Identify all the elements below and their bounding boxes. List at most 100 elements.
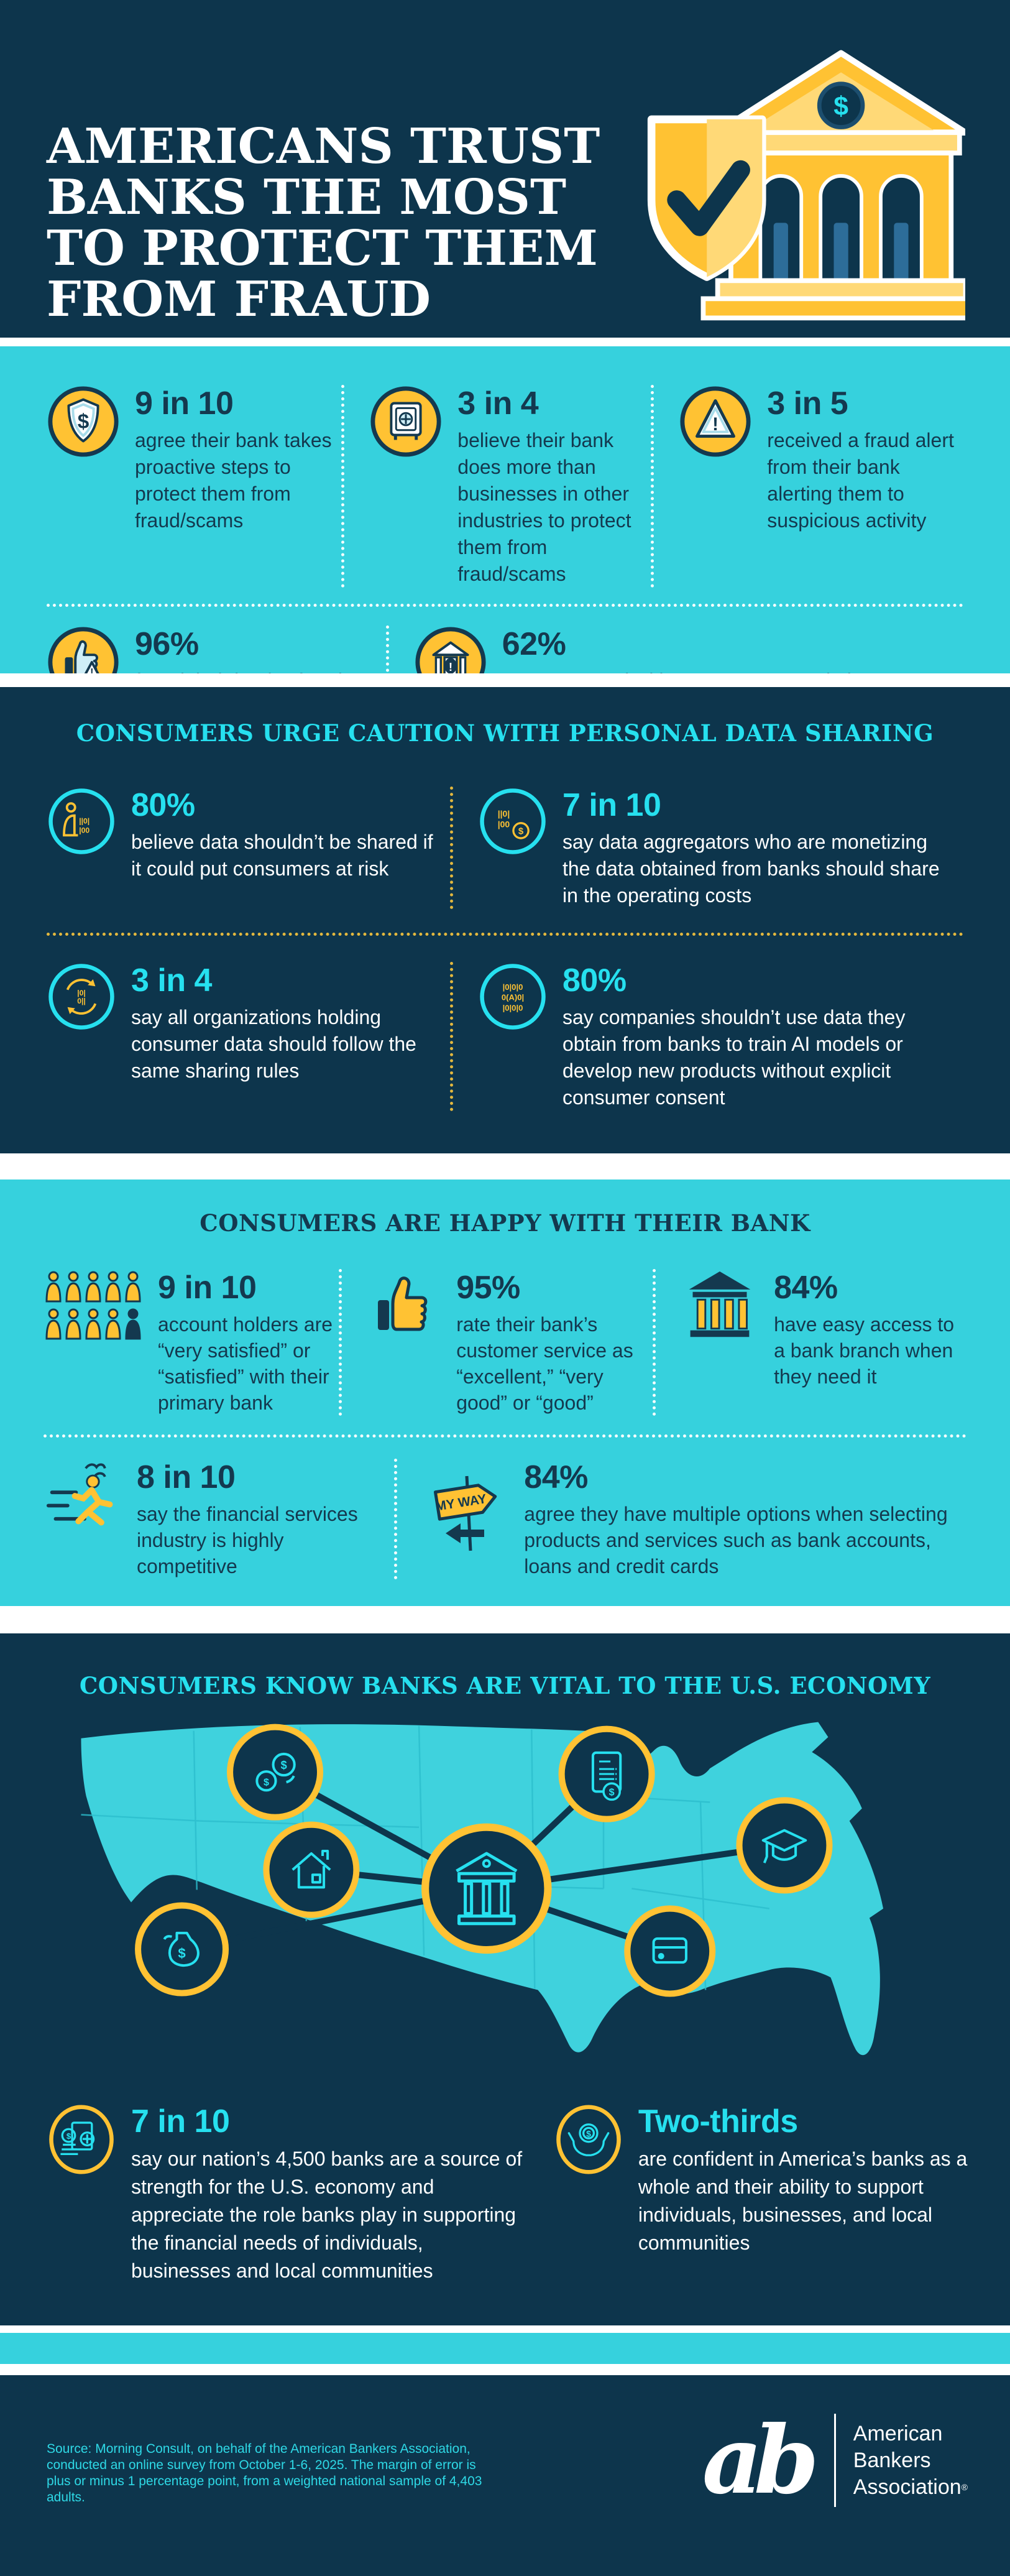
- people-group-icon: [44, 1269, 143, 1349]
- svg-text:0(A)0|: 0(A)0|: [502, 993, 524, 1002]
- stat-card: ||0| |00 80% believe data shouldn’t be s…: [47, 787, 444, 882]
- ai-data-icon: |0|0|0 0(A)0| |0|0|0: [478, 962, 548, 1035]
- page-title: AMERICANS TRUST BANKS THE MOST TO PROTEC…: [47, 118, 600, 328]
- stat-number: 3 in 4: [131, 963, 212, 999]
- us-map: $ $ $: [37, 1720, 973, 2081]
- economy-section: CONSUMERS KNOW BANKS ARE VITAL TO THE U.…: [0, 1633, 1010, 2325]
- stat-card: ! 96% found their bank’s fraud alerts va…: [47, 626, 380, 673]
- registered-mark: ®: [961, 2481, 968, 2492]
- bank-shield-illustration: $: [627, 42, 981, 328]
- svg-text:|0|: |0|: [77, 989, 86, 997]
- bank-building-icon: [681, 1269, 759, 1344]
- stat-number: 7 in 10: [131, 2103, 230, 2140]
- credit-card-icon: [624, 1905, 716, 1997]
- stat-text: account holders are “very satisfied” or …: [158, 1313, 333, 1415]
- aba-logo: ab American Bankers Association®: [702, 2414, 968, 2507]
- runner-icon: [44, 1459, 122, 1536]
- stat-card: $ 7 in 10 say our nation’s 4,500 banks a…: [47, 2103, 523, 2285]
- stat-text: say companies shouldn’t use data they ob…: [562, 1006, 906, 1109]
- divider: [47, 933, 963, 936]
- stat-card: ! 3 in 5 received a fraud alert from the…: [679, 385, 957, 534]
- teal-divider-bar: [0, 2333, 1010, 2364]
- svg-text:|00: |00: [79, 826, 90, 835]
- stat-number: 96%: [135, 626, 199, 663]
- svg-text:0||: 0||: [77, 997, 86, 1005]
- stat-number: 9 in 10: [158, 1270, 257, 1306]
- stat-card: ! 62% are concerned with government regu…: [414, 626, 957, 673]
- stat-number: 3 in 5: [767, 385, 848, 422]
- section-heading: CONSUMERS ARE HAPPY WITH THEIR BANK: [200, 1209, 810, 1237]
- stat-card: 9 in 10 account holders are “very satisf…: [44, 1269, 333, 1416]
- person-data-icon: ||0| |00: [47, 787, 116, 859]
- svg-text:$: $: [67, 2131, 71, 2141]
- stat-text: received a fraud alert from their bank a…: [767, 429, 954, 532]
- stat-number: 80%: [131, 787, 195, 823]
- aba-wordmark: American Bankers Association®: [853, 2421, 968, 2501]
- bank-icon: [421, 1823, 552, 1954]
- bank-alert-icon: !: [414, 626, 487, 673]
- stat-text: say the financial services industry is h…: [137, 1503, 358, 1578]
- stat-card: |0| 0|| 3 in 4 say all organizations hol…: [47, 962, 444, 1084]
- stat-text: agree they have multiple options when se…: [524, 1503, 948, 1578]
- stat-card: |0|0|0 0(A)0| |0|0|0 80% say companies s…: [478, 962, 957, 1111]
- stat-card: 84% have easy access to a bank branch wh…: [681, 1269, 960, 1390]
- stat-text: say data aggregators who are monetizing …: [562, 831, 940, 907]
- shield-dollar-icon: $: [47, 385, 120, 461]
- bank-icon: $: [700, 50, 981, 321]
- wordmark-line: Association®: [853, 2475, 968, 2499]
- stat-number: 3 in 4: [457, 385, 539, 422]
- stat-card: 95% rate their bank’s customer service a…: [367, 1269, 646, 1416]
- section-heading: CONSUMERS KNOW BANKS ARE VITAL TO THE U.…: [79, 1672, 931, 1699]
- svg-text:|00: |00: [498, 819, 510, 829]
- stat-text: believe their bank does more than busine…: [457, 429, 631, 586]
- stat-text: found their bank’s fraud alerts valuable: [135, 668, 380, 673]
- svg-text:$: $: [609, 1786, 615, 1798]
- money-documents-icon: $: [47, 2103, 116, 2179]
- alert-triangle-icon: !: [679, 385, 752, 461]
- svg-text:||0|: ||0|: [79, 817, 90, 826]
- stat-text: believe data shouldn’t be shared if it c…: [131, 831, 433, 880]
- data-monetization-icon: ||0| |00 $: [478, 787, 548, 859]
- source-note: Source: Morning Consult, on behalf of th…: [47, 2442, 482, 2504]
- svg-text:$: $: [178, 1946, 185, 1961]
- svg-text:!: !: [90, 667, 94, 673]
- hands-dollar-icon: $: [554, 2103, 623, 2179]
- header: AMERICANS TRUST BANKS THE MOST TO PROTEC…: [0, 0, 1010, 338]
- vault-icon: [369, 385, 443, 461]
- stat-text: agree their bank takes proactive steps t…: [135, 429, 332, 532]
- receipt-icon: $: [558, 1725, 655, 1822]
- stat-number: 84%: [524, 1459, 588, 1496]
- thumbs-up-icon: [367, 1269, 441, 1347]
- stat-card: $ 9 in 10 agree their bank takes proacti…: [47, 385, 335, 534]
- fraud-section: $ 9 in 10 agree their bank takes proacti…: [0, 346, 1010, 673]
- svg-text:$: $: [264, 1776, 269, 1788]
- svg-text:!: !: [449, 660, 452, 673]
- section-heading: CONSUMERS URGE CAUTION WITH PERSONAL DAT…: [76, 719, 934, 747]
- stat-text: are confident in America’s banks as a wh…: [638, 2148, 968, 2255]
- svg-text:$: $: [833, 91, 848, 121]
- stat-number: 62%: [502, 626, 566, 663]
- svg-text:||0|: ||0|: [498, 809, 510, 819]
- svg-text:$: $: [518, 826, 524, 837]
- my-way-sign-icon: MY WAY: [422, 1459, 509, 1555]
- footer: Source: Morning Consult, on behalf of th…: [0, 2375, 1010, 2576]
- stat-number: Two-thirds: [638, 2103, 798, 2140]
- graduation-cap-icon: [736, 1797, 833, 1894]
- stat-card: 3 in 4 believe their bank does more than…: [369, 385, 645, 588]
- svg-text:!: !: [712, 414, 718, 435]
- svg-text:$: $: [78, 410, 90, 433]
- stat-number: 7 in 10: [562, 787, 661, 823]
- svg-text:|0|0|0: |0|0|0: [503, 982, 523, 992]
- wordmark-line: Bankers: [853, 2448, 931, 2472]
- stat-number: 8 in 10: [137, 1459, 236, 1496]
- stat-text: say all organizations holding consumer d…: [131, 1006, 416, 1083]
- svg-text:|0|0|0: |0|0|0: [503, 1004, 523, 1013]
- aba-monogram: ab: [702, 2406, 819, 2515]
- money-bag-icon: $: [135, 1902, 229, 1997]
- happy-section: CONSUMERS ARE HAPPY WITH THEIR BANK: [0, 1180, 1010, 1606]
- svg-text:$: $: [586, 2128, 591, 2138]
- stat-card: $ Two-thirds are confident in America’s …: [554, 2103, 976, 2285]
- divider: [47, 604, 963, 607]
- stat-number: 80%: [562, 963, 627, 999]
- stat-text: have easy access to a bank branch when t…: [774, 1313, 955, 1388]
